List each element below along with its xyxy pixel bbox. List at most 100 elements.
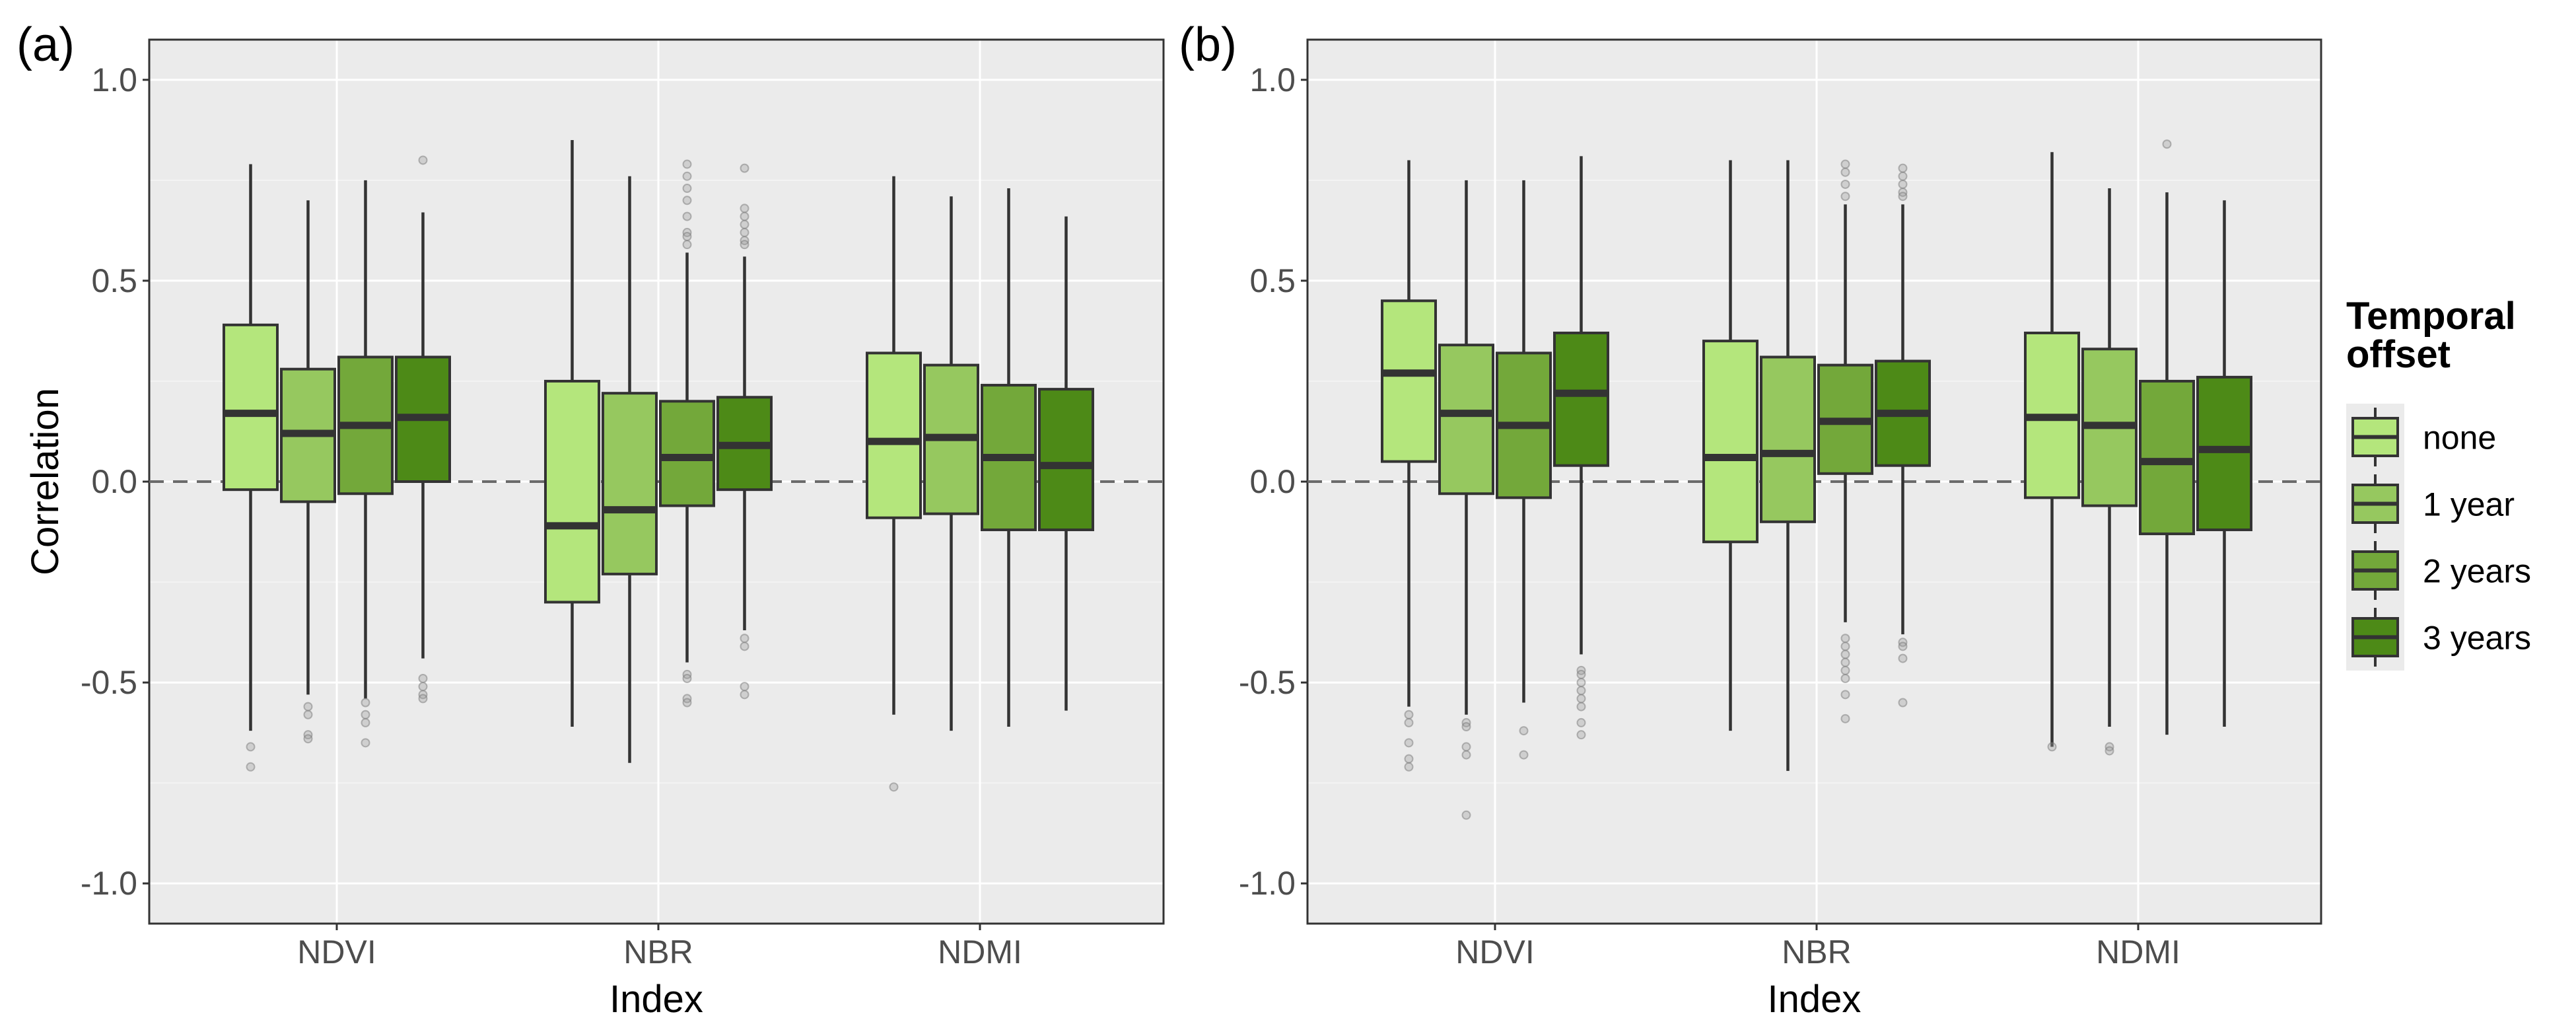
outlier-point [1576, 669, 1586, 679]
x-tick-label: NBR [1782, 934, 1852, 971]
boxplot-ndvi-2-years [1496, 180, 1552, 760]
box [1760, 355, 1816, 523]
outlier-point [1840, 665, 1850, 675]
boxplot-nbr-3-years [716, 163, 773, 700]
box [223, 323, 279, 492]
legend-item: 2 years [2351, 541, 2531, 600]
boxplot-ndmi-1-year [923, 196, 979, 731]
outlier-point [1840, 641, 1850, 651]
y-tick-label: -0.5 [81, 664, 137, 701]
box [1381, 299, 1437, 463]
outlier-point [740, 690, 749, 700]
legend-item: 3 years [2351, 608, 2531, 667]
box [2139, 379, 2195, 536]
outlier-point [1898, 179, 1908, 189]
outlier-point [682, 240, 692, 250]
outlier-point [418, 155, 428, 165]
legend-label: 3 years [2423, 620, 2531, 657]
y-axis-title: Correlation [24, 388, 67, 575]
outlier-point [740, 682, 749, 692]
outlier-point [1461, 721, 1471, 731]
panel-a: -1.0 -0.5 0.0 0.5 1.0 NDVI NBR NDMI Index Correla… [17, 18, 1165, 1021]
y-tick-label: -1.0 [1239, 865, 1296, 902]
legend-item: none [2351, 408, 2496, 466]
box [1702, 340, 1758, 544]
outlier-point [246, 742, 256, 752]
boxplot-ndvi-none [1381, 160, 1437, 772]
outlier-point [1461, 750, 1471, 760]
outlier-point [740, 240, 749, 250]
boxplot-ndmi-none [866, 176, 922, 792]
outlier-point [682, 184, 692, 194]
outlier-point [1461, 742, 1471, 752]
outlier-point [1840, 657, 1850, 667]
outlier-point [740, 163, 749, 173]
outlier-point [1519, 726, 1529, 736]
boxplot-ndvi-1-year [280, 200, 336, 744]
outlier-point [682, 196, 692, 205]
outlier-point [1840, 179, 1850, 189]
outlier-point [740, 211, 749, 221]
outlier-point [1404, 754, 1414, 764]
y-tick-label: 0.5 [1249, 262, 1296, 299]
outlier-point [1576, 694, 1586, 704]
outlier-point [1840, 167, 1850, 177]
outlier-point [1519, 750, 1529, 760]
outlier-point [1898, 163, 1908, 173]
outlier-point [2105, 746, 2114, 756]
outlier-point [1461, 810, 1471, 820]
outlier-point [418, 674, 428, 684]
box [544, 379, 600, 604]
outlier-point [1898, 653, 1908, 663]
box [1438, 344, 1494, 495]
y-tick-label: -1.0 [81, 865, 137, 902]
outlier-point [246, 762, 256, 772]
outlier-point [1404, 710, 1414, 719]
outlier-point [1576, 730, 1586, 740]
outlier-point [303, 710, 313, 719]
panel-b: -1.0 -0.5 0.0 0.5 1.0 NDVI NBR NDMI Index (b) [1179, 18, 2322, 1021]
outlier-point [1840, 192, 1850, 202]
outlier-point [682, 674, 692, 684]
outlier-point [1840, 690, 1850, 700]
outlier-point [740, 634, 749, 643]
y-tick-label: 0.0 [91, 463, 137, 500]
boxplot-ndmi-2-years [2139, 139, 2195, 735]
legend-label: none [2423, 420, 2496, 457]
x-tick-label: NDMI [2096, 934, 2180, 971]
outlier-point [682, 698, 692, 708]
outlier-point [1404, 762, 1414, 772]
outlier-point [682, 211, 692, 221]
outlier-point [361, 738, 370, 748]
legend-item: 1 year [2351, 474, 2515, 533]
legend-label: 2 years [2423, 553, 2531, 590]
boxplot-ndmi-none [2024, 152, 2080, 752]
box [659, 400, 715, 507]
boxplot-nbr-1-year [1760, 160, 1816, 771]
boxplot-ndvi-3-years [1553, 156, 1609, 740]
boxplot-nbr-none [1702, 160, 1758, 731]
box [2196, 375, 2252, 531]
box [1553, 331, 1609, 467]
outlier-point [1576, 717, 1586, 727]
boxplot-ndvi-1-year [1438, 180, 1494, 820]
x-tick-label: NDVI [297, 934, 376, 971]
box [1038, 388, 1094, 531]
boxplot-ndmi-1-year [2081, 188, 2138, 756]
outlier-point [1840, 634, 1850, 643]
boxplot-ndmi-3-years [2196, 200, 2252, 727]
boxplot-ndvi-2-years [337, 180, 394, 748]
boxplot-ndmi-3-years [1038, 216, 1094, 711]
outlier-point [1898, 698, 1908, 708]
boxplot-ndvi-3-years [395, 155, 451, 704]
y-tick-label: 0.0 [1249, 463, 1296, 500]
y-tick-label: -0.5 [1239, 664, 1296, 701]
boxplot-nbr-2-years [1817, 159, 1873, 723]
outlier-point [740, 641, 749, 651]
outlier-point [740, 227, 749, 237]
outlier-point [682, 232, 692, 242]
outlier-point [1576, 678, 1586, 688]
outlier-point [1576, 686, 1586, 696]
outlier-point [1840, 714, 1850, 723]
